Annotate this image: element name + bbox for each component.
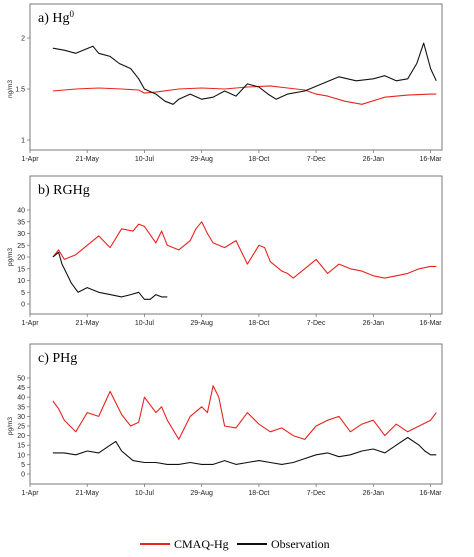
x-tick-label: 18-Oct [248, 156, 269, 163]
panel-frame [29, 175, 443, 315]
legend-observation-label: Observation [271, 537, 330, 551]
y-tick-label: 35 [17, 219, 25, 226]
x-tick-label: 18-Oct [248, 320, 269, 327]
x-tick-label: 26-Jan [363, 490, 385, 497]
panel-title-superscript: 0 [70, 9, 75, 19]
y-tick-label: 0 [21, 302, 25, 309]
x-tick-label: 1-Apr [21, 320, 39, 327]
y-tick-label: 40 [17, 208, 25, 215]
series-line-observation [52, 251, 168, 300]
x-tick-label: 21-May [76, 320, 100, 327]
y-axis-label: pg/m3 [7, 417, 14, 435]
chart-panels: a) Hg0 ng/m3 1 1.5 2 1-Apr 21-May 10-Jul 29-Aug 1… [7, 3, 443, 497]
series-line-model [52, 221, 437, 279]
legend: CMAQ-Hg Observation [140, 537, 330, 551]
panel-2: b) RGHg pg/m3 0 5 10 15 20 25 30 35 40 1-Apr 21-May 1… [7, 175, 443, 327]
panel-frame [29, 343, 443, 485]
x-tick-label: 21-May [76, 490, 100, 497]
y-tick-label: 35 [17, 404, 25, 411]
x-tick-label: 1-Apr [21, 156, 39, 163]
y-tick-label: 40 [17, 395, 25, 402]
x-tick-label: 29-Aug [190, 156, 213, 163]
y-tick-label: 2 [21, 36, 25, 43]
x-tick-label: 7-Dec [307, 156, 326, 163]
series-line-observation [52, 436, 437, 465]
x-tick-label: 29-Aug [190, 490, 213, 497]
y-tick-label: 45 [17, 385, 25, 392]
y-axis-label: pg/m3 [7, 248, 14, 266]
y-tick-label: 5 [21, 290, 25, 297]
y-tick-label: 1 [21, 138, 25, 145]
x-tick-label: 26-Jan [363, 320, 385, 327]
y-axis-label: ng/m3 [7, 80, 14, 98]
y-tick-label: 15 [17, 443, 25, 450]
y-tick-label: 10 [17, 452, 25, 459]
x-tick-label: 21-May [76, 156, 100, 163]
x-tick-label: 10-Jul [135, 490, 155, 497]
legend-model-label: CMAQ-Hg [174, 537, 229, 551]
x-tick-label: 16-Mar [419, 156, 442, 163]
y-tick-label: 1.5 [15, 87, 25, 94]
y-tick-label: 25 [17, 424, 25, 431]
panel-frame [29, 3, 443, 151]
y-tick-label: 5 [21, 462, 25, 469]
x-tick-label: 10-Jul [135, 320, 155, 327]
y-tick-label: 30 [17, 231, 25, 238]
panel-title: c) PHg [38, 351, 77, 366]
x-tick-label: 18-Oct [248, 490, 269, 497]
x-tick-label: 7-Dec [307, 490, 326, 497]
panel-title: b) RGHg [38, 183, 90, 198]
y-tick-label: 20 [17, 433, 25, 440]
x-tick-label: 16-Mar [419, 490, 442, 497]
y-tick-label: 30 [17, 414, 25, 421]
panel-title: a) Hg0 [38, 9, 75, 26]
panel-1: a) Hg0 ng/m3 1 1.5 2 1-Apr 21-May 10-Jul 29-Aug 1… [7, 3, 443, 163]
series-line-model [52, 385, 437, 440]
x-tick-label: 29-Aug [190, 320, 213, 327]
y-tick-label: 15 [17, 266, 25, 273]
x-tick-label: 1-Apr [21, 490, 39, 497]
x-tick-label: 10-Jul [135, 156, 155, 163]
x-tick-label: 26-Jan [363, 156, 385, 163]
y-tick-label: 10 [17, 278, 25, 285]
y-tick-label: 20 [17, 255, 25, 262]
y-tick-label: 50 [17, 376, 25, 383]
y-tick-label: 25 [17, 243, 25, 250]
series-line-model [52, 85, 437, 105]
y-tick-label: 0 [21, 472, 25, 479]
x-tick-label: 16-Mar [419, 320, 442, 327]
series-line-observation [52, 42, 437, 105]
panel-3: c) PHg pg/m3 0 5 10 15 20 25 30 35 40 45 50 1-Apr 21-M… [7, 343, 443, 497]
x-tick-label: 7-Dec [307, 320, 326, 327]
